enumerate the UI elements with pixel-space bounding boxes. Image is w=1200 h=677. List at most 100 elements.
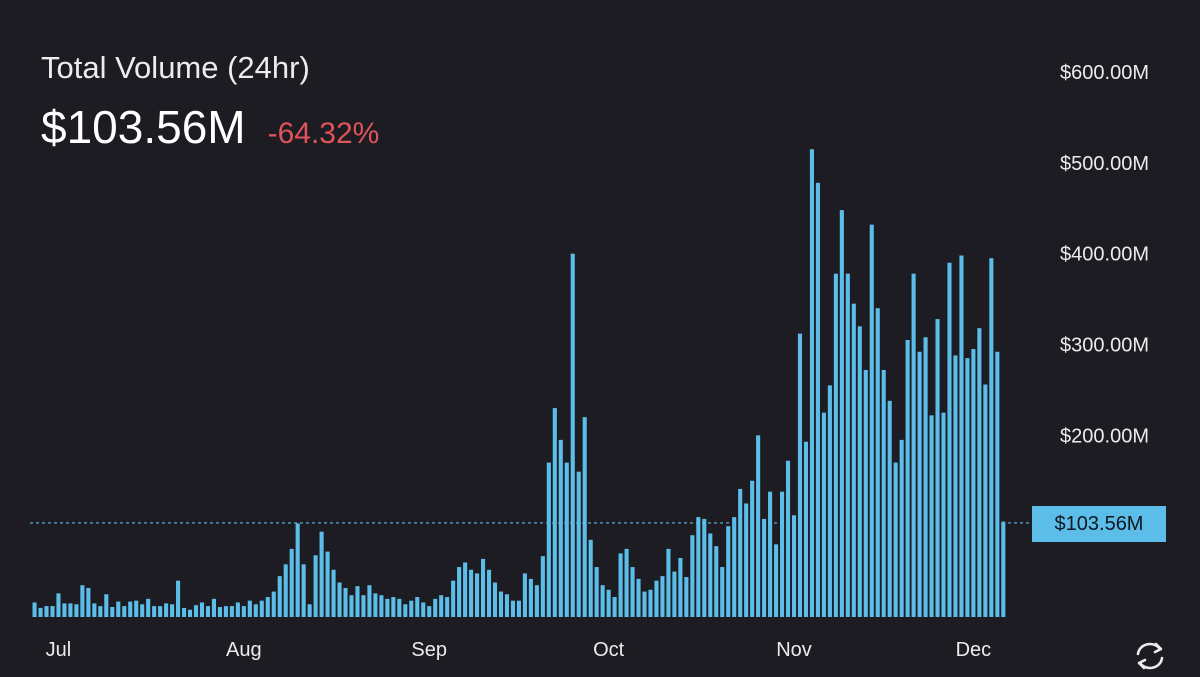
bar[interactable] (827, 385, 832, 617)
bar[interactable] (588, 539, 593, 617)
bar[interactable] (839, 210, 844, 617)
bar[interactable] (815, 182, 820, 617)
bar[interactable] (851, 303, 856, 617)
bar[interactable] (397, 598, 402, 617)
bar[interactable] (295, 523, 300, 617)
bar[interactable] (56, 593, 61, 617)
bar[interactable] (367, 585, 372, 617)
bar[interactable] (690, 535, 695, 617)
bar[interactable] (44, 606, 49, 617)
bar[interactable] (403, 604, 408, 617)
bar[interactable] (104, 594, 109, 617)
bar[interactable] (893, 462, 898, 617)
bar[interactable] (187, 609, 193, 617)
bar[interactable] (415, 597, 420, 617)
bar[interactable] (349, 595, 354, 617)
bar[interactable] (738, 488, 743, 617)
bar[interactable] (116, 601, 121, 617)
bar[interactable] (821, 412, 826, 617)
bar[interactable] (780, 491, 785, 617)
bar[interactable] (475, 573, 480, 617)
bar[interactable] (666, 548, 671, 617)
bar[interactable] (205, 606, 211, 617)
bar[interactable] (971, 349, 976, 617)
bar[interactable] (905, 339, 910, 617)
bar[interactable] (899, 439, 904, 617)
bar[interactable] (570, 253, 575, 617)
bar[interactable] (857, 326, 862, 617)
bar[interactable] (791, 515, 797, 617)
bar[interactable] (546, 462, 551, 617)
bar[interactable] (923, 337, 928, 617)
bar[interactable] (98, 606, 103, 617)
bar[interactable] (678, 557, 683, 617)
bar[interactable] (965, 358, 970, 617)
bar[interactable] (457, 567, 462, 617)
bar[interactable] (134, 600, 139, 617)
bar[interactable] (552, 408, 557, 617)
bar[interactable] (158, 606, 163, 617)
bar[interactable] (211, 598, 216, 617)
bar[interactable] (385, 598, 390, 617)
bar[interactable] (32, 602, 37, 617)
bar[interactable] (750, 480, 755, 617)
bar[interactable] (122, 606, 127, 617)
bar[interactable] (331, 569, 336, 617)
bar[interactable] (68, 603, 73, 617)
bar[interactable] (630, 567, 635, 617)
bar[interactable] (732, 517, 737, 617)
bar[interactable] (833, 273, 838, 617)
bar[interactable] (869, 224, 874, 618)
bar[interactable] (594, 567, 599, 617)
bar[interactable] (809, 149, 814, 618)
bar[interactable] (199, 602, 205, 617)
bar[interactable] (953, 355, 958, 617)
bar[interactable] (672, 571, 677, 617)
bar[interactable] (803, 441, 809, 617)
bar[interactable] (80, 585, 85, 617)
bar[interactable] (445, 597, 450, 617)
bar[interactable] (582, 417, 587, 617)
bar[interactable] (307, 604, 312, 617)
bar[interactable] (929, 415, 934, 617)
bar[interactable] (726, 526, 731, 617)
bar[interactable] (253, 604, 258, 617)
bar[interactable] (612, 597, 617, 617)
bar[interactable] (618, 553, 623, 617)
bar[interactable] (481, 558, 486, 617)
bar[interactable] (576, 471, 581, 617)
bar[interactable] (845, 273, 850, 617)
bar[interactable] (887, 400, 892, 617)
bar[interactable] (660, 576, 665, 617)
bar[interactable] (516, 600, 521, 617)
bar[interactable] (391, 597, 396, 617)
bar[interactable] (762, 518, 767, 617)
bar[interactable] (564, 462, 569, 617)
bar[interactable] (797, 333, 803, 617)
bar[interactable] (337, 582, 342, 617)
bar[interactable] (702, 518, 707, 617)
bar[interactable] (361, 595, 366, 617)
bar[interactable] (86, 587, 91, 617)
bar[interactable] (259, 600, 264, 617)
bar[interactable] (881, 369, 886, 617)
bar[interactable] (756, 435, 761, 617)
bar[interactable] (744, 503, 749, 617)
bar[interactable] (540, 556, 545, 617)
refresh-icon[interactable] (1132, 640, 1168, 672)
bar[interactable] (140, 604, 145, 617)
bar[interactable] (504, 594, 510, 617)
bar[interactable] (989, 258, 994, 617)
bar[interactable] (325, 551, 330, 617)
bar[interactable] (182, 607, 187, 617)
bar[interactable] (247, 600, 252, 617)
bar[interactable] (421, 602, 426, 617)
bar[interactable] (439, 595, 444, 617)
bar[interactable] (785, 460, 791, 617)
bar[interactable] (343, 587, 348, 617)
bar[interactable] (110, 607, 115, 617)
bar[interactable] (229, 606, 234, 617)
bar[interactable] (62, 603, 67, 617)
bar[interactable] (977, 328, 982, 617)
bar[interactable] (983, 384, 988, 617)
